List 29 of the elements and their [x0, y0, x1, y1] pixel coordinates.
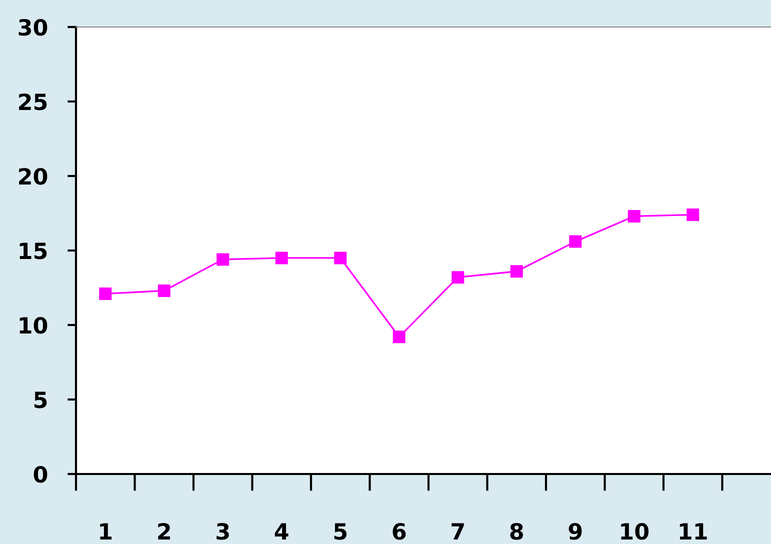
y-tick-label: 15 — [20, 242, 47, 260]
x-tick-label: 11 — [680, 523, 707, 540]
point — [686, 208, 700, 221]
x-tick-label: 5 — [334, 523, 347, 540]
x-tick-label: 9 — [568, 523, 582, 540]
x-tick-label: 1 — [100, 523, 112, 540]
y-tick-label: 30 — [18, 18, 48, 36]
y-tick-label: 0 — [34, 466, 48, 483]
point — [510, 265, 523, 278]
y-tick-label: 20 — [19, 168, 48, 185]
y-tick-label: 25 — [19, 93, 47, 110]
point — [334, 252, 347, 264]
point — [99, 287, 112, 300]
point — [275, 252, 288, 264]
point — [628, 210, 640, 222]
point — [392, 330, 406, 344]
x-tick-label: 8 — [510, 523, 523, 540]
y-tick-label: 5 — [34, 392, 47, 408]
point — [158, 284, 170, 297]
point — [569, 235, 582, 248]
x-tick-label: 4 — [274, 523, 288, 540]
x-tick-label: 6 — [392, 523, 406, 540]
x-tick-label: 10 — [621, 523, 649, 540]
x-tick-label: 2 — [158, 523, 170, 540]
x-tick-label: 7 — [452, 523, 464, 540]
x-tick-label: 3 — [216, 523, 229, 540]
point — [452, 271, 464, 284]
point — [216, 253, 230, 266]
y-tick-label: 10 — [20, 316, 48, 334]
